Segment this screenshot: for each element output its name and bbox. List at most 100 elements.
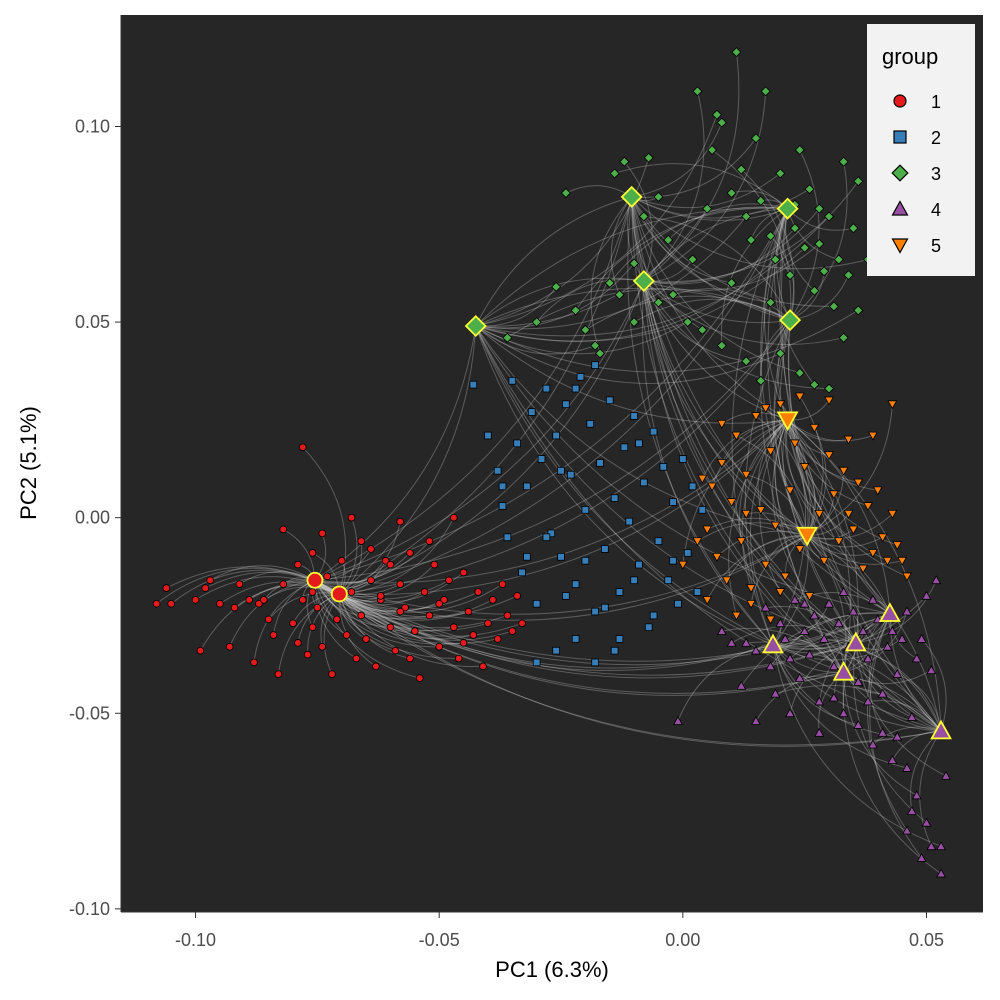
edge-line — [339, 593, 844, 696]
data-point-group-4 — [863, 653, 873, 663]
data-point-group-4 — [848, 606, 859, 616]
data-point-group-5 — [814, 509, 825, 519]
data-point-group-5 — [887, 509, 898, 519]
data-point-group-1 — [450, 623, 458, 632]
centroid-group-3 — [464, 314, 487, 338]
data-point-group-1 — [225, 642, 234, 651]
edge-line — [475, 287, 791, 327]
edge-line — [339, 517, 455, 595]
data-point-group-3 — [755, 195, 766, 206]
edge-line — [314, 579, 856, 676]
edge-line — [806, 534, 847, 673]
edge-line — [338, 593, 513, 641]
data-point-group-1 — [493, 635, 502, 643]
data-point-group-3 — [853, 305, 864, 316]
data-point-group-1 — [313, 603, 322, 612]
data-point-group-5 — [902, 572, 912, 582]
data-point-group-1 — [401, 603, 409, 612]
data-point-group-5 — [785, 486, 795, 496]
data-point-group-5 — [721, 576, 732, 586]
edge-line — [314, 580, 391, 628]
data-point-group-1 — [479, 662, 487, 671]
edge-line — [643, 216, 791, 321]
data-point-group-2 — [532, 599, 541, 608]
data-point-group-4 — [809, 610, 820, 620]
data-point-group-1 — [498, 580, 507, 588]
edge-line — [843, 669, 932, 684]
legend-label-group-1: 1 — [931, 92, 941, 112]
data-point-group-1 — [518, 619, 526, 628]
data-point-group-3 — [804, 184, 815, 195]
x-axis-title: PC1 (6.3%) — [495, 957, 609, 982]
edge-line — [631, 196, 857, 644]
edge-line — [787, 419, 849, 442]
data-point-group-5 — [780, 572, 791, 582]
edge-line — [731, 419, 788, 503]
edge-line — [772, 611, 854, 647]
x-tick-label: 0.00 — [665, 930, 700, 950]
data-point-group-4 — [867, 594, 878, 604]
edge-line — [475, 157, 650, 327]
data-point-group-1 — [445, 576, 453, 585]
data-point-group-2 — [640, 478, 648, 487]
x-tick-label: -0.10 — [175, 930, 216, 950]
centroid-group-4 — [844, 631, 867, 652]
edge-line — [302, 446, 347, 595]
data-point-group-2 — [610, 494, 619, 502]
data-point-group-1 — [372, 662, 380, 671]
data-point-group-2 — [610, 646, 619, 655]
edge-line — [789, 642, 856, 714]
data-point-group-3 — [638, 211, 649, 222]
edge-line — [624, 161, 653, 282]
data-point-group-4 — [750, 645, 761, 655]
data-point-group-4 — [785, 653, 795, 663]
edge-line — [643, 280, 808, 536]
data-point-group-4 — [863, 696, 873, 706]
data-point-group-2 — [679, 455, 687, 463]
data-point-group-1 — [274, 670, 283, 678]
edge-line — [314, 580, 440, 648]
data-point-group-4 — [936, 841, 947, 851]
edge-line — [787, 419, 878, 491]
data-point-group-2 — [493, 466, 502, 475]
data-point-group-2 — [693, 588, 702, 596]
centroid-group-5 — [776, 411, 799, 432]
data-point-group-2 — [635, 439, 643, 448]
edge-line — [842, 672, 942, 875]
data-point-group-1 — [235, 580, 244, 588]
data-point-group-3 — [663, 234, 674, 245]
edge-line — [677, 644, 774, 722]
edge-line — [631, 196, 800, 374]
edge-line — [339, 208, 789, 595]
data-point-group-3 — [775, 168, 786, 179]
data-point-group-5 — [765, 615, 776, 625]
edge-line — [760, 208, 808, 536]
data-point-group-5 — [887, 400, 898, 410]
data-point-group-2 — [571, 580, 580, 588]
edge-line — [643, 280, 791, 323]
edge-line — [744, 319, 791, 645]
data-point-group-3 — [809, 379, 820, 390]
data-point-group-1 — [454, 654, 463, 663]
data-point-group-1 — [352, 654, 361, 663]
edge-line — [772, 644, 859, 726]
data-point-group-2 — [484, 431, 492, 440]
edge-line — [339, 564, 435, 598]
data-point-group-5 — [897, 556, 908, 566]
edge-line — [728, 419, 788, 616]
data-point-group-5 — [794, 392, 805, 402]
data-point-group-4 — [794, 672, 805, 682]
data-point-group-2 — [542, 533, 551, 542]
edge-line — [314, 419, 788, 584]
data-point-group-4 — [716, 626, 727, 635]
edge-line — [794, 443, 816, 536]
edge-line — [314, 319, 791, 581]
edge-line — [609, 206, 788, 284]
data-point-group-5 — [731, 431, 742, 441]
data-point-group-3 — [785, 270, 796, 281]
data-point-group-3 — [760, 86, 771, 97]
edge-line — [866, 613, 908, 831]
data-point-group-4 — [931, 575, 942, 585]
data-point-group-2 — [562, 592, 570, 600]
data-point-group-3 — [750, 133, 761, 144]
